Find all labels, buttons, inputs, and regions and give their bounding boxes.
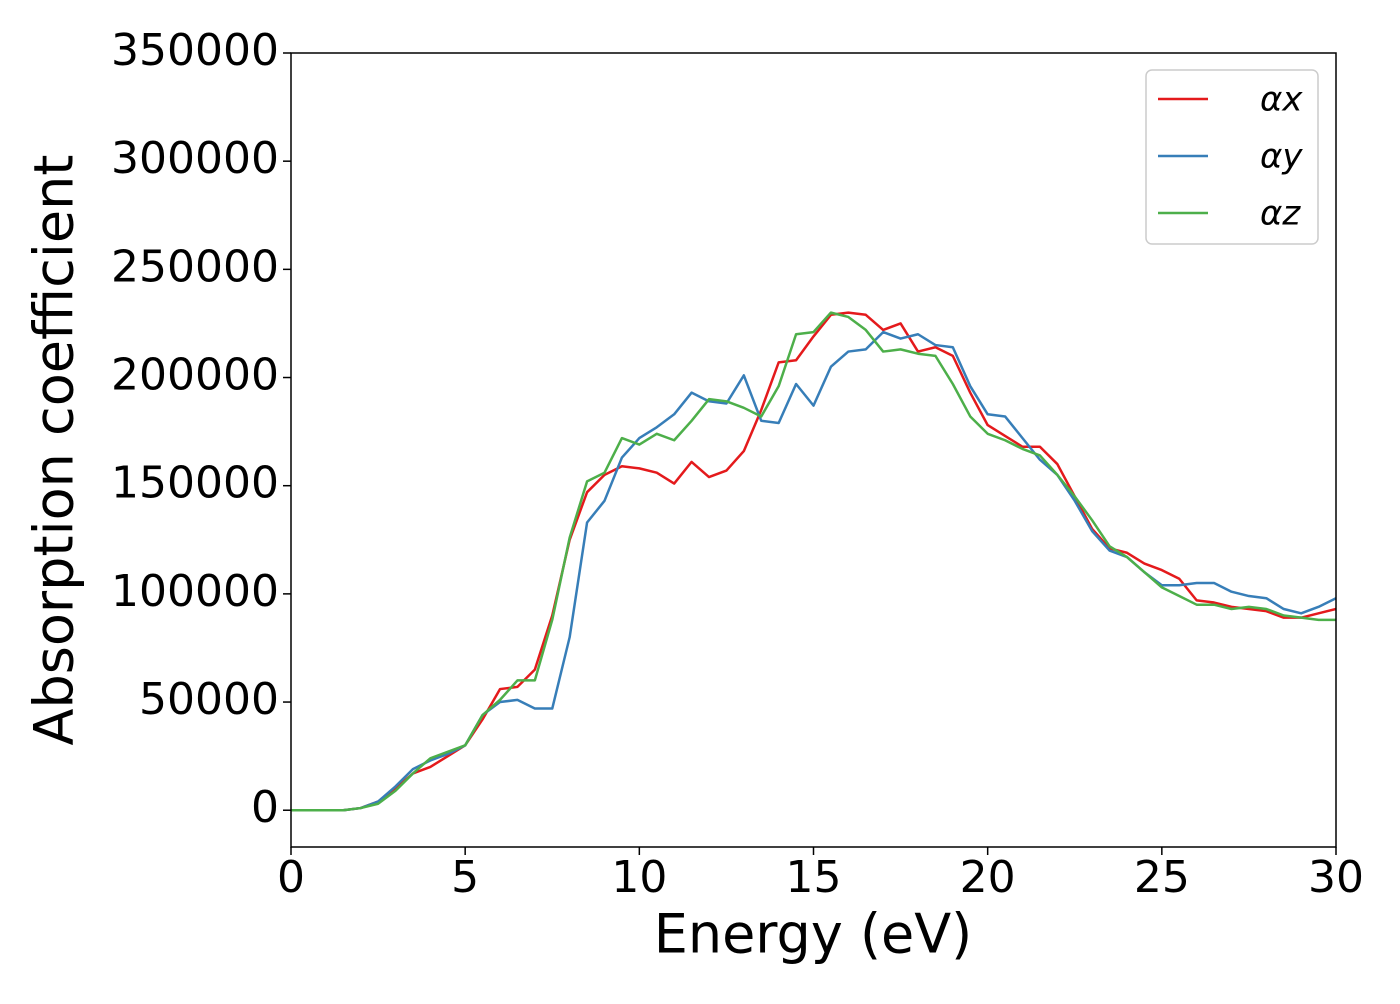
x-tick-label: 5 xyxy=(451,852,479,903)
x-tick-label: 15 xyxy=(786,852,842,903)
y-tick-label: 50000 xyxy=(139,674,279,725)
y-axis-label: Absorption coefficient xyxy=(23,155,86,746)
y-tick-label: 100000 xyxy=(111,566,279,617)
x-tick-label: 20 xyxy=(960,852,1016,903)
x-tick-label: 10 xyxy=(611,852,667,903)
series-line xyxy=(291,330,1336,812)
x-tick-label: 0 xyxy=(277,852,305,903)
y-tick-label: 350000 xyxy=(111,25,279,76)
legend-box xyxy=(1145,69,1319,245)
legend-label: αx xyxy=(1260,80,1303,120)
y-tick-label: 150000 xyxy=(111,458,279,509)
y-tick-label: 0 xyxy=(251,782,279,833)
x-axis-label: Energy (eV) xyxy=(654,903,973,966)
plot-frame xyxy=(290,52,1337,848)
series-line xyxy=(291,311,1336,812)
legend-label: αz xyxy=(1260,194,1301,234)
y-tick-label: 300000 xyxy=(111,133,279,184)
y-tick-label: 250000 xyxy=(111,241,279,292)
y-tick-label: 200000 xyxy=(111,350,279,401)
series-line xyxy=(291,311,1336,812)
x-tick-label: 25 xyxy=(1134,852,1190,903)
legend-label: αy xyxy=(1260,137,1303,177)
x-tick-label: 30 xyxy=(1308,852,1364,903)
